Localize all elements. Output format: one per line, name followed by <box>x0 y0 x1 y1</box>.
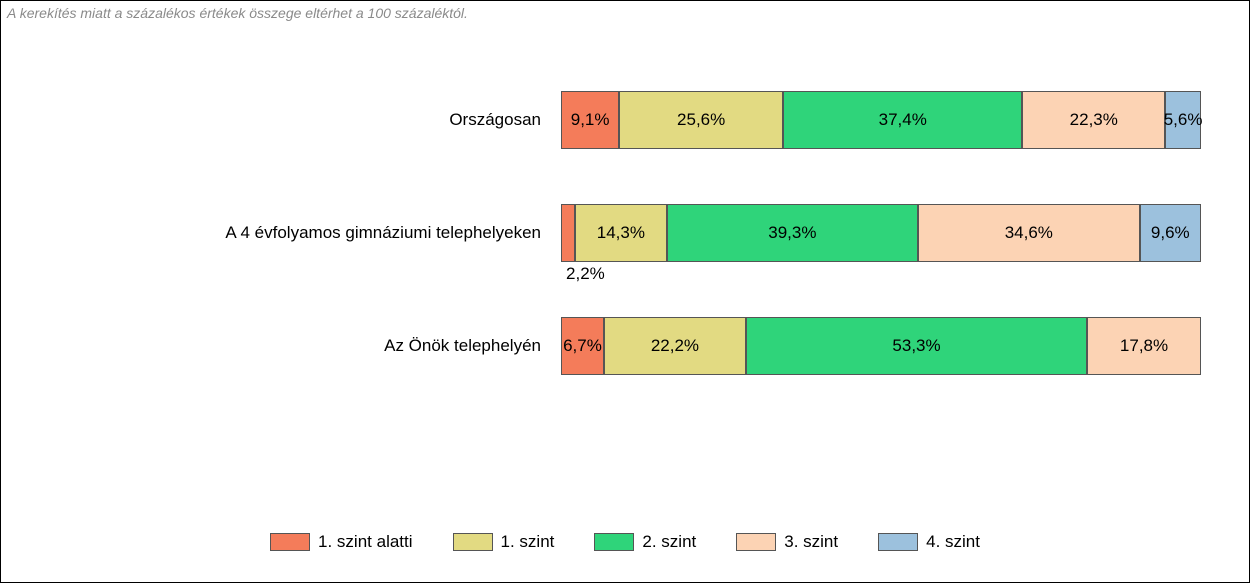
stacked-bar: 9,1% 25,6% 37,4% 22,3% 5,6% <box>561 91 1201 149</box>
legend-label: 2. szint <box>642 532 696 552</box>
stacked-bar: 14,3% 39,3% 34,6% 9,6% <box>561 204 1201 262</box>
bar-segment: 9,6% <box>1140 204 1201 262</box>
legend-label: 4. szint <box>926 532 980 552</box>
legend-label: 1. szint alatti <box>318 532 413 552</box>
legend-item: 1. szint <box>453 532 555 552</box>
segment-value: 5,6% <box>1164 110 1203 130</box>
bar-segment <box>561 204 575 262</box>
legend-item: 3. szint <box>736 532 838 552</box>
segment-value: 53,3% <box>892 336 940 356</box>
bar-segment: 22,3% <box>1022 91 1165 149</box>
legend: 1. szint alatti 1. szint 2. szint 3. szint 4… <box>1 532 1249 552</box>
chart-row: A 4 évfolyamos gimnáziumi telephelyeken2… <box>1 204 1249 262</box>
bar-segment: 37,4% <box>783 91 1022 149</box>
chart-row: Országosan 9,1% 25,6% 37,4% 22,3% 5,6% <box>1 91 1249 149</box>
legend-item: 2. szint <box>594 532 696 552</box>
bar-segment: 6,7% <box>561 317 604 375</box>
segment-value: 6,7% <box>563 336 602 356</box>
row-label: Országosan <box>1 110 561 130</box>
bar-segment: 9,1% <box>561 91 619 149</box>
bar-segment: 25,6% <box>619 91 783 149</box>
bar-segment: 22,2% <box>604 317 746 375</box>
bar-wrap: 9,1% 25,6% 37,4% 22,3% 5,6% <box>561 91 1201 149</box>
legend-label: 3. szint <box>784 532 838 552</box>
chart-area: Országosan 9,1% 25,6% 37,4% 22,3% 5,6% A 4 évf… <box>1 91 1249 430</box>
segment-value: 17,8% <box>1120 336 1168 356</box>
legend-swatch <box>878 533 918 551</box>
bar-wrap: 2,2%14,3%39,3%34,6%9,6% <box>561 204 1201 262</box>
row-label: A 4 évfolyamos gimnáziumi telephelyeken <box>1 223 561 243</box>
legend-item: 1. szint alatti <box>270 532 413 552</box>
bar-segment: 53,3% <box>746 317 1087 375</box>
bar-segment: 34,6% <box>918 204 1139 262</box>
bar-segment: 14,3% <box>575 204 667 262</box>
legend-item: 4. szint <box>878 532 980 552</box>
bar-segment: 39,3% <box>667 204 919 262</box>
legend-swatch <box>453 533 493 551</box>
stacked-bar: 6,7% 22,2% 53,3% 17,8% <box>561 317 1201 375</box>
chart-row: Az Önök telephelyén6,7% 22,2% 53,3% 17,8% <box>1 317 1249 375</box>
bar-segment: 5,6% <box>1165 91 1201 149</box>
segment-value: 37,4% <box>879 110 927 130</box>
segment-value: 39,3% <box>768 223 816 243</box>
legend-swatch <box>736 533 776 551</box>
legend-swatch <box>270 533 310 551</box>
bar-segment: 17,8% <box>1087 317 1201 375</box>
rounding-note: A kerekítés miatt a százalékos értékek ö… <box>7 5 468 21</box>
bar-wrap: 6,7% 22,2% 53,3% 17,8% <box>561 317 1201 375</box>
segment-value: 22,3% <box>1070 110 1118 130</box>
segment-value: 9,6% <box>1151 223 1190 243</box>
segment-value: 22,2% <box>651 336 699 356</box>
segment-value-below: 2,2% <box>566 264 605 284</box>
segment-value: 25,6% <box>677 110 725 130</box>
segment-value: 14,3% <box>597 223 645 243</box>
legend-swatch <box>594 533 634 551</box>
legend-label: 1. szint <box>501 532 555 552</box>
row-label: Az Önök telephelyén <box>1 336 561 356</box>
segment-value: 34,6% <box>1005 223 1053 243</box>
chart-frame: A kerekítés miatt a százalékos értékek ö… <box>0 0 1250 583</box>
segment-value: 9,1% <box>571 110 610 130</box>
